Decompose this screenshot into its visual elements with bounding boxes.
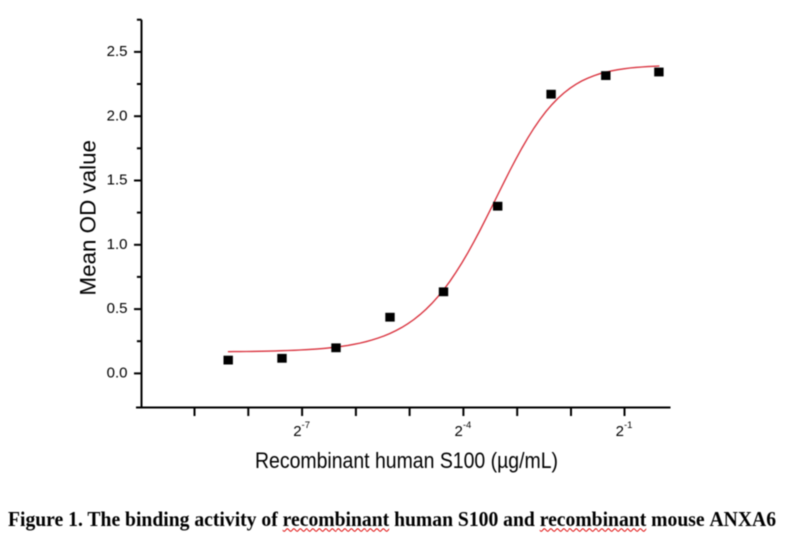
svg-text:2-7: 2-7 [293, 420, 310, 440]
svg-text:2-4: 2-4 [455, 420, 472, 440]
svg-text:2.0: 2.0 [107, 107, 128, 124]
svg-text:Mean OD value: Mean OD value [75, 140, 100, 296]
svg-text:0.0: 0.0 [107, 365, 128, 382]
svg-text:0.5: 0.5 [107, 300, 128, 317]
svg-text:1.5: 1.5 [107, 172, 128, 189]
svg-text:Recombinant human S100 (µg/mL): Recombinant human S100 (µg/mL) [255, 449, 558, 473]
svg-text:1.0: 1.0 [107, 236, 128, 253]
svg-text:2.5: 2.5 [107, 43, 128, 60]
svg-text:2-1: 2-1 [616, 420, 633, 440]
